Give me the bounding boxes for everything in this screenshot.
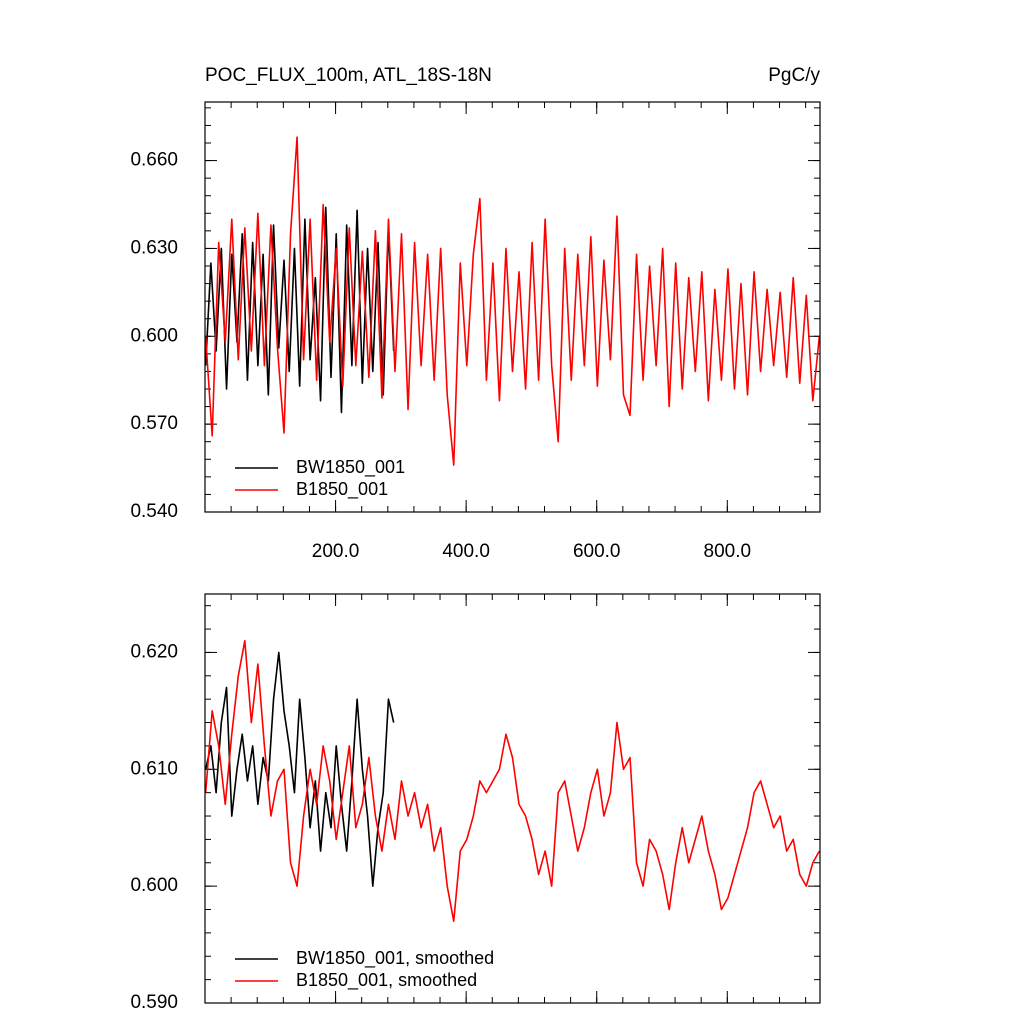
plot-frame: [204, 101, 821, 513]
y-tick-label: 0.540: [130, 501, 178, 522]
y-tick-label: 0.600: [130, 325, 178, 346]
y-tick-label: 0.630: [130, 237, 178, 258]
unit-label: PgC/y: [768, 65, 820, 86]
y-tick-label: 0.600: [130, 875, 178, 896]
x-tick-label: 800.0: [704, 541, 752, 562]
x-tick-label: 400.0: [442, 541, 490, 562]
legend-label: BW1850_001: [296, 457, 405, 478]
chart-title: POC_FLUX_100m, ATL_18S-18N: [205, 65, 492, 86]
legend-label: B1850_001: [296, 479, 388, 500]
y-tick-label: 0.570: [130, 413, 178, 434]
data-line: [204, 136, 821, 466]
y-tick-label: 0.590: [130, 992, 178, 1013]
y-tick-label: 0.610: [130, 758, 178, 779]
legend-label: B1850_001, smoothed: [296, 970, 477, 991]
y-tick-label: 0.660: [130, 150, 178, 171]
plot-frame: [204, 593, 821, 1004]
y-tick-label: 0.620: [130, 641, 178, 662]
data-line: [204, 639, 821, 922]
x-tick-label: 600.0: [573, 541, 621, 562]
data-line: [204, 651, 395, 887]
x-tick-label: 200.0: [312, 541, 360, 562]
legend-label: BW1850_001, smoothed: [296, 948, 494, 969]
